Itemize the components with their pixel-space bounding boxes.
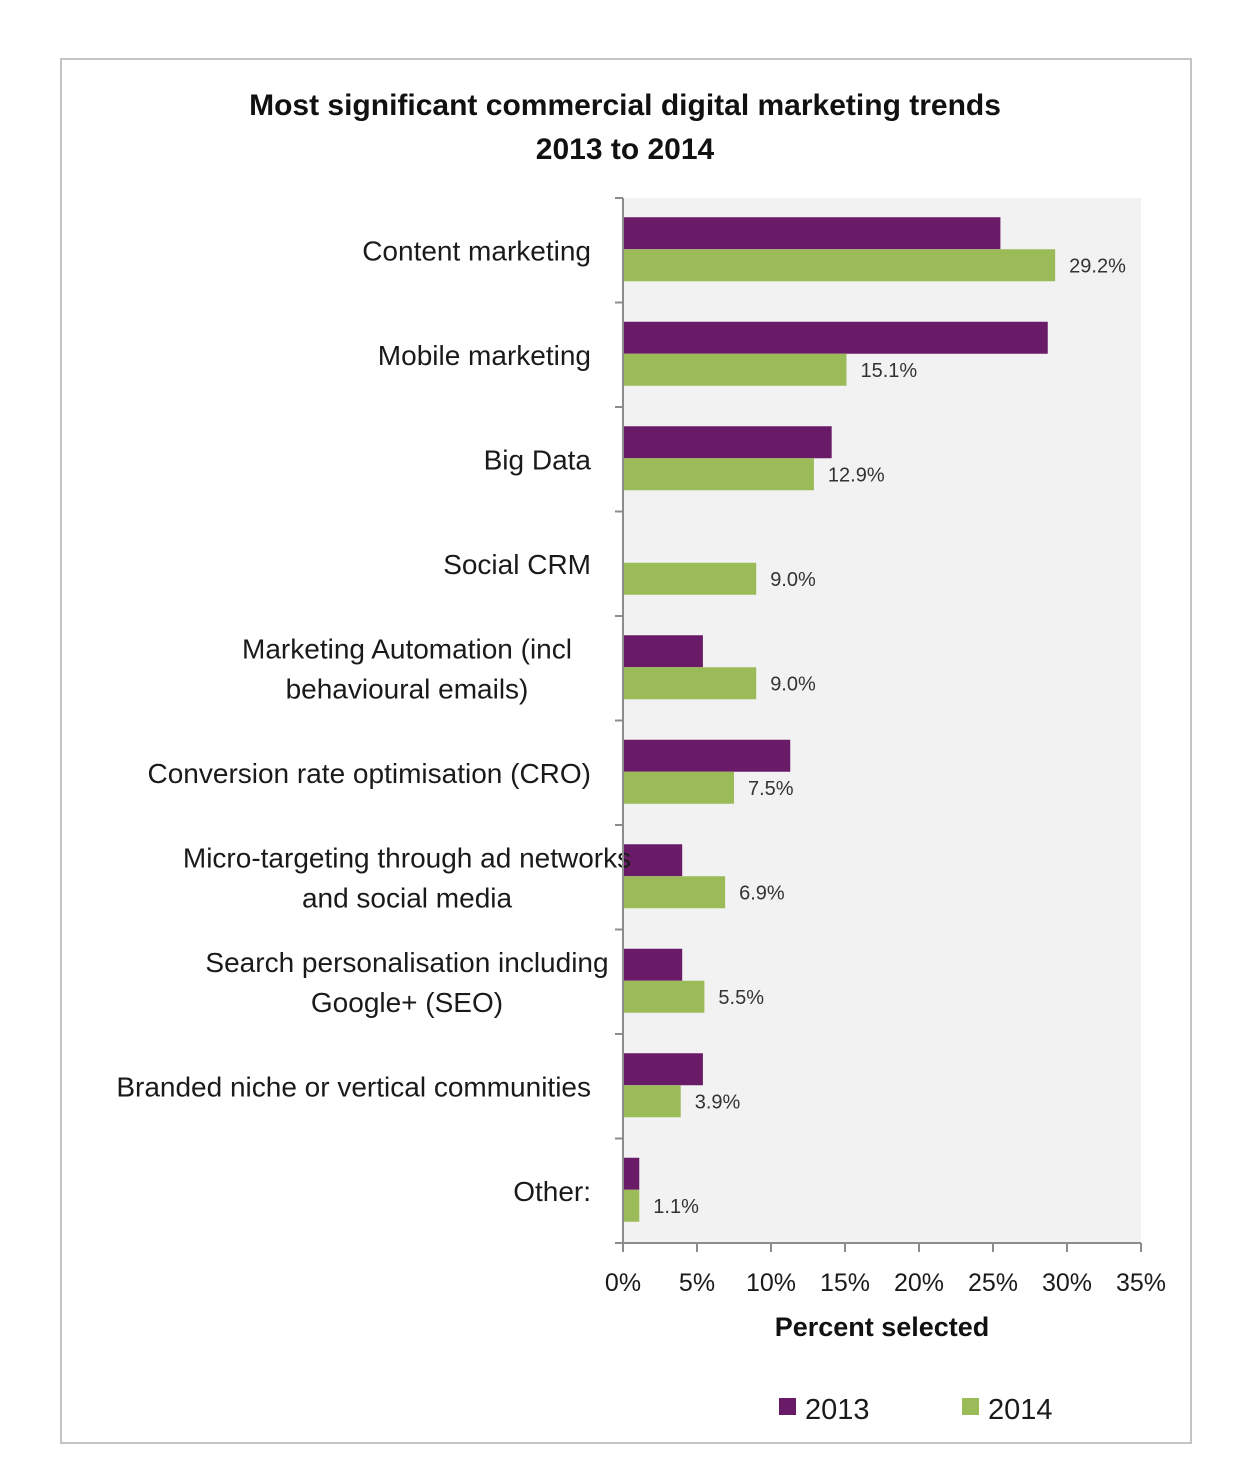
legend: 2013 2014 (779, 1394, 1053, 1426)
data-label-2014: 6.9% (739, 882, 785, 904)
data-label-2014: 5.5% (718, 987, 764, 1009)
data-label-2014: 1.1% (653, 1196, 699, 1218)
bar-2014 (623, 249, 1056, 282)
bar-2014 (623, 667, 757, 700)
bar-2013 (623, 426, 832, 459)
bar-2013 (623, 739, 791, 772)
bar-2013 (623, 1053, 703, 1086)
legend-swatch-2014 (962, 1398, 979, 1415)
bar-2013 (623, 217, 1001, 250)
category-label: Big Data (484, 444, 592, 475)
bar-2014 (623, 1189, 640, 1222)
bar-2014 (623, 458, 814, 491)
category-label: Search personalisation including (205, 947, 608, 978)
legend-swatch-2013 (779, 1398, 796, 1415)
data-label-2014: 9.0% (770, 569, 816, 591)
category-label: Google+ (SEO) (311, 987, 503, 1018)
bar-2013 (623, 948, 683, 981)
chart-title-line2: 2013 to 2014 (535, 133, 715, 166)
data-label-2014: 3.9% (695, 1091, 741, 1113)
bar-2014 (623, 980, 705, 1013)
category-label: Other: (513, 1176, 591, 1207)
category-label: Marketing Automation (incl (242, 633, 572, 664)
bar-2013 (623, 1157, 640, 1190)
category-labels-group: Content marketing Mobile marketing Big Dat… (116, 235, 631, 1207)
data-label-2014: 7.5% (748, 778, 794, 800)
data-label-2014: 12.9% (828, 464, 885, 486)
bar-2014 (623, 353, 847, 386)
axes-group: 0% 5% 10% 15% 20% 25% 30% 35% Percent selected (605, 197, 1166, 1342)
bar-2014 (623, 1085, 681, 1118)
value-labels-group: 29.2% 15.1% 12.9% 9.0% 9.0% 7.5% 6.9% 5.5% 3.9% 1… (653, 255, 1126, 1218)
bars-group (623, 217, 1056, 1222)
category-label: Micro-targeting through ad networks (183, 842, 631, 873)
data-label-2014: 15.1% (860, 360, 917, 382)
category-label: Conversion rate optimisation (CRO) (148, 758, 592, 789)
x-tick-label: 25% (968, 1269, 1018, 1297)
x-tick-label: 15% (820, 1269, 870, 1297)
data-label-2014: 9.0% (770, 673, 816, 695)
bar-2014 (623, 876, 726, 909)
bar-2013 (623, 635, 703, 668)
bar-2014 (623, 771, 734, 804)
category-label: Content marketing (362, 235, 591, 266)
category-label: Social CRM (443, 549, 591, 580)
x-axis-title: Percent selected (775, 1312, 990, 1342)
x-tick-label: 20% (894, 1269, 944, 1297)
bar-2013 (623, 844, 683, 877)
x-tick-label: 5% (679, 1269, 715, 1297)
legend-label-2013: 2013 (805, 1394, 870, 1426)
x-tick-label: 0% (605, 1269, 641, 1297)
category-label: Branded niche or vertical communities (116, 1071, 591, 1102)
x-tick-label: 10% (746, 1269, 796, 1297)
legend-label-2014: 2014 (988, 1394, 1053, 1426)
chart-title: Most significant commercial digital mark… (0, 84, 1238, 172)
x-tick-label: 35% (1116, 1269, 1166, 1297)
x-tick-label: 30% (1042, 1269, 1092, 1297)
data-label-2014: 29.2% (1069, 255, 1126, 277)
category-label: Mobile marketing (378, 340, 591, 371)
category-label: and social media (302, 882, 513, 913)
category-label: behavioural emails) (286, 673, 529, 704)
bar-2013 (623, 321, 1048, 354)
bar-2014 (623, 562, 757, 595)
chart-title-line1: Most significant commercial digital mark… (249, 89, 1001, 122)
